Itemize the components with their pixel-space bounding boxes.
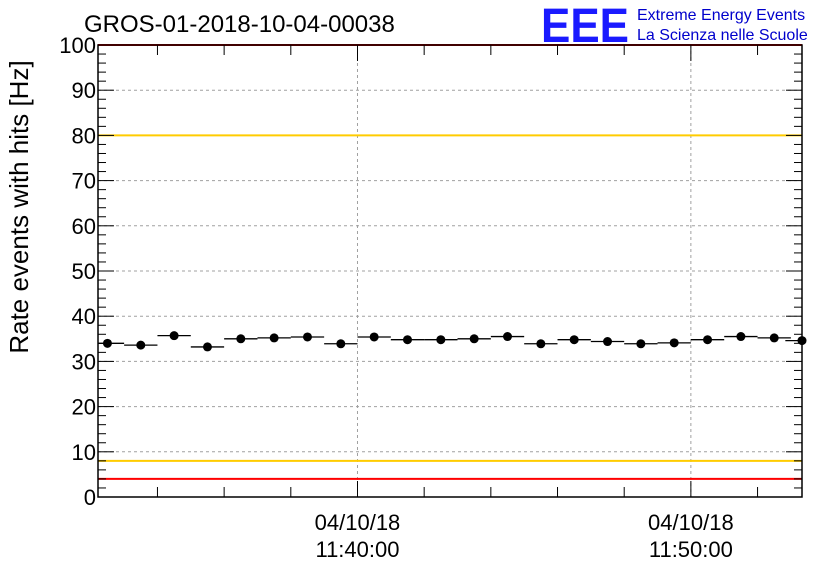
y-tick-label: 0 — [84, 485, 96, 510]
data-point — [436, 335, 446, 345]
logo-line1: Extreme Energy Events — [637, 7, 805, 24]
y-tick-label: 100 — [59, 33, 96, 58]
data-point — [169, 331, 179, 341]
y-axis-label: Rate events with hits [Hz] — [4, 60, 34, 353]
data-point — [736, 332, 746, 342]
data-point — [136, 340, 146, 350]
y-tick-label: 50 — [72, 259, 96, 284]
y-tick-label: 70 — [72, 169, 96, 194]
axis-ticks — [98, 44, 802, 498]
data-point — [536, 339, 546, 349]
data-point — [336, 339, 346, 349]
data-point — [302, 332, 312, 342]
data-point — [469, 334, 479, 344]
data-point — [603, 337, 613, 347]
logo-mark: EEE — [541, 0, 629, 53]
data-point — [369, 332, 379, 342]
data-point — [236, 334, 246, 344]
data-points — [98, 331, 807, 352]
data-point — [402, 335, 412, 345]
y-tick-label: 30 — [72, 349, 96, 374]
y-tick-label: 60 — [72, 214, 96, 239]
x-tick-date: 04/10/18 — [648, 510, 734, 535]
y-tick-label: 10 — [72, 440, 96, 465]
data-point — [669, 338, 679, 348]
y-tick-labels: 0 10 20 30 40 50 60 70 80 90 100 — [59, 33, 96, 510]
data-point — [769, 333, 779, 343]
data-point — [202, 342, 212, 352]
grid-lines — [98, 45, 802, 497]
plot-frame — [97, 44, 803, 498]
y-tick-label: 20 — [72, 395, 96, 420]
data-point — [269, 333, 279, 343]
x-tick-time: 11:50:00 — [649, 537, 733, 562]
data-point — [503, 332, 513, 342]
reference-lines — [98, 44, 802, 480]
y-tick-label: 90 — [72, 78, 96, 103]
data-point — [636, 339, 646, 349]
data-point — [102, 338, 112, 348]
chart-title: GROS-01-2018-10-04-00038 — [84, 11, 395, 38]
x-tick-date: 04/10/18 — [315, 510, 401, 535]
logo-line2: La Scienza nelle Scuole — [637, 27, 808, 44]
data-point — [569, 335, 579, 345]
eee-logo: EEE Extreme Energy Events La Scienza nel… — [541, 0, 808, 53]
data-point — [703, 335, 713, 345]
y-tick-label: 80 — [72, 123, 96, 148]
y-tick-label: 40 — [72, 304, 96, 329]
x-tick-time: 11:40:00 — [315, 537, 399, 562]
